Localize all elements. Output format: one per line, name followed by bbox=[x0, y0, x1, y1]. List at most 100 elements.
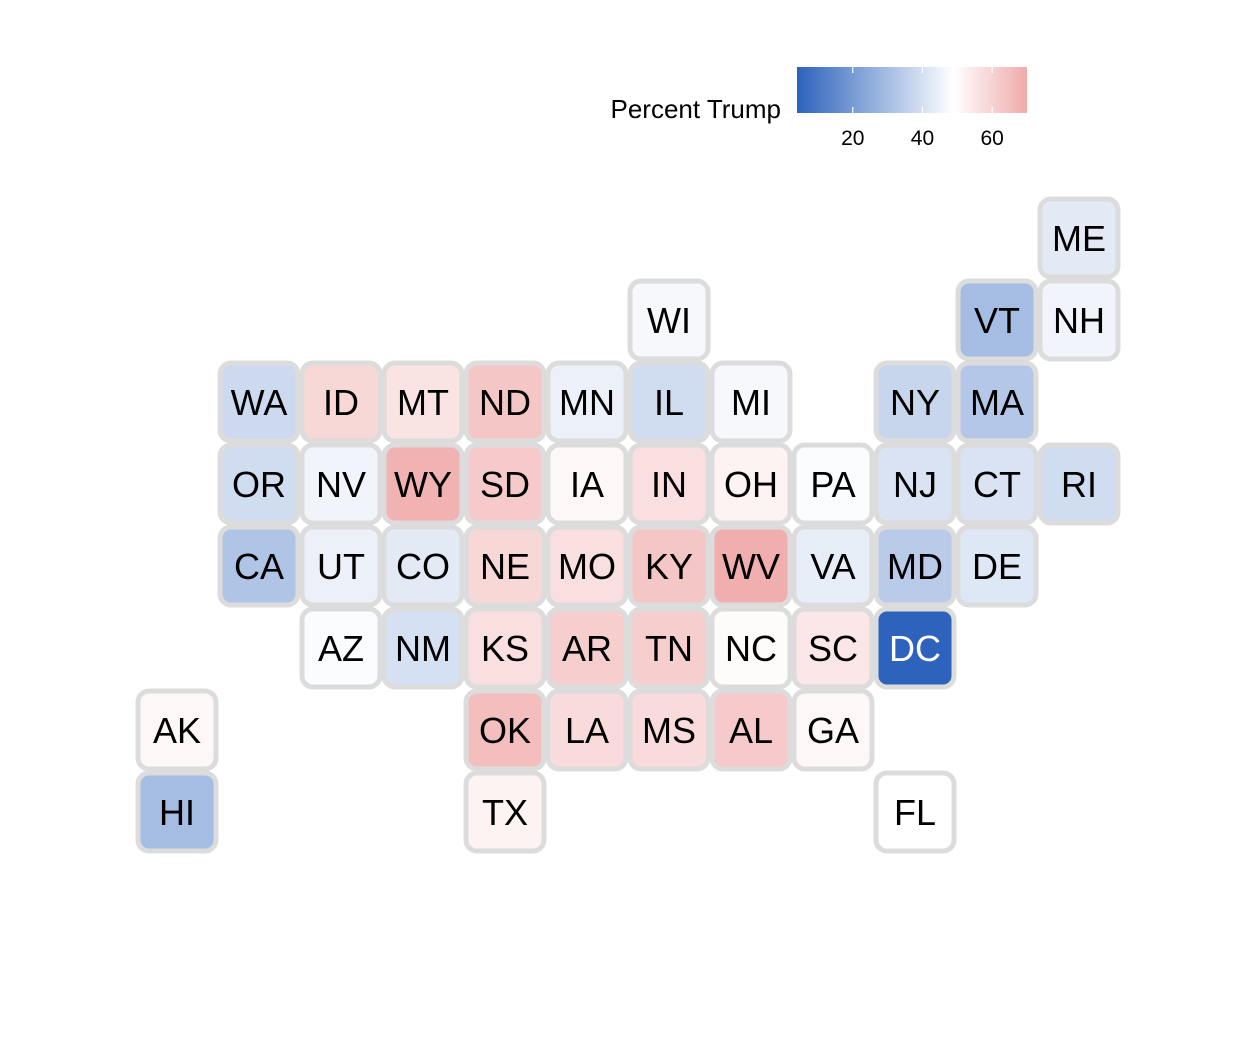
state-tile-vt: VT bbox=[955, 278, 1039, 362]
state-tile-sd: SD bbox=[463, 442, 547, 526]
state-tile-ia: IA bbox=[545, 442, 629, 526]
state-tile-ar: AR bbox=[545, 606, 629, 690]
state-tile-ri: RI bbox=[1037, 442, 1121, 526]
state-label: NM bbox=[395, 628, 451, 669]
state-tile-fill bbox=[299, 606, 383, 690]
state-tile-fill bbox=[545, 442, 629, 526]
legend-ticks: 20 40 60 bbox=[841, 67, 1004, 150]
state-label: OR bbox=[232, 464, 286, 505]
state-label: LA bbox=[565, 710, 609, 751]
state-label: NV bbox=[316, 464, 366, 505]
state-tile-in: IN bbox=[627, 442, 711, 526]
state-tile-ga: GA bbox=[791, 688, 875, 772]
state-label: AK bbox=[153, 710, 201, 751]
state-tile-fill bbox=[1037, 442, 1121, 526]
state-tile-fill bbox=[463, 770, 547, 854]
state-tile-ca: CA bbox=[217, 524, 301, 608]
state-tile-fill bbox=[873, 606, 957, 690]
legend-tick-label: 40 bbox=[911, 127, 934, 150]
state-label: MI bbox=[731, 382, 771, 423]
state-label: OH bbox=[724, 464, 778, 505]
state-tile-ct: CT bbox=[955, 442, 1039, 526]
state-tile-ak: AK bbox=[135, 688, 219, 772]
state-tile-or: OR bbox=[217, 442, 301, 526]
state-tiles: ME WI VT NH WA ID MT ND MN IL MI NY MA OR NV WY SD IA IN OH… bbox=[135, 196, 1121, 854]
state-tile-az: AZ bbox=[299, 606, 383, 690]
state-tile-mn: MN bbox=[545, 360, 629, 444]
state-label: TN bbox=[645, 628, 693, 669]
state-tile-oh: OH bbox=[709, 442, 793, 526]
legend-tick-label: 60 bbox=[980, 127, 1003, 150]
legend-title: Percent Trump bbox=[610, 94, 781, 124]
state-label: NE bbox=[480, 546, 530, 587]
state-label: IL bbox=[654, 382, 684, 423]
state-tile-fill bbox=[791, 442, 875, 526]
state-tile-fill bbox=[299, 442, 383, 526]
state-tile-ma: MA bbox=[955, 360, 1039, 444]
state-tile-ny: NY bbox=[873, 360, 957, 444]
state-tile-tn: TN bbox=[627, 606, 711, 690]
state-tile-fill bbox=[709, 688, 793, 772]
state-label: AL bbox=[729, 710, 773, 751]
state-tile-fill bbox=[873, 524, 957, 608]
state-tile-pa: PA bbox=[791, 442, 875, 526]
state-tile-fill bbox=[545, 606, 629, 690]
state-tile-mt: MT bbox=[381, 360, 465, 444]
state-tile-fill bbox=[463, 524, 547, 608]
state-label: FL bbox=[894, 792, 936, 833]
state-tile-fill bbox=[627, 278, 711, 362]
state-label: GA bbox=[807, 710, 859, 751]
state-tile-fill bbox=[463, 606, 547, 690]
state-tile-fill bbox=[135, 688, 219, 772]
state-label: DC bbox=[889, 628, 941, 669]
state-label: MA bbox=[970, 382, 1024, 423]
state-tile-fill bbox=[873, 770, 957, 854]
state-tile-dc: DC bbox=[873, 606, 957, 690]
state-tile-fill bbox=[955, 278, 1039, 362]
state-tile-fill bbox=[217, 442, 301, 526]
state-tile-de: DE bbox=[955, 524, 1039, 608]
state-tile-fill bbox=[381, 524, 465, 608]
state-tile-fill bbox=[545, 524, 629, 608]
state-tile-fill bbox=[299, 360, 383, 444]
state-tile-fill bbox=[955, 524, 1039, 608]
state-tile-wy: WY bbox=[381, 442, 465, 526]
state-label: OK bbox=[479, 710, 531, 751]
legend: Percent Trump 20 40 60 bbox=[610, 67, 1027, 150]
state-label: WA bbox=[231, 382, 288, 423]
state-label: KY bbox=[645, 546, 693, 587]
state-label: IN bbox=[651, 464, 687, 505]
state-tile-fl: FL bbox=[873, 770, 957, 854]
state-label: NH bbox=[1053, 300, 1105, 341]
state-tile-md: MD bbox=[873, 524, 957, 608]
state-tile-fill bbox=[299, 524, 383, 608]
state-tile-fill bbox=[709, 524, 793, 608]
state-tile-fill bbox=[955, 442, 1039, 526]
state-tile-fill bbox=[873, 442, 957, 526]
state-tile-ks: KS bbox=[463, 606, 547, 690]
state-label: DE bbox=[972, 546, 1022, 587]
state-label: ND bbox=[479, 382, 531, 423]
state-tile-fill bbox=[791, 524, 875, 608]
state-tile-mi: MI bbox=[709, 360, 793, 444]
state-label: RI bbox=[1061, 464, 1097, 505]
state-label: ID bbox=[323, 382, 359, 423]
state-label: KS bbox=[481, 628, 529, 669]
state-label: PA bbox=[810, 464, 855, 505]
state-tile-fill bbox=[627, 606, 711, 690]
state-label: NC bbox=[725, 628, 777, 669]
state-tile-mo: MO bbox=[545, 524, 629, 608]
state-tile-fill bbox=[627, 442, 711, 526]
state-label: WY bbox=[394, 464, 452, 505]
state-tile-al: AL bbox=[709, 688, 793, 772]
state-tile-fill bbox=[627, 360, 711, 444]
state-label: AR bbox=[562, 628, 612, 669]
state-tile-fill bbox=[381, 606, 465, 690]
state-tile-ut: UT bbox=[299, 524, 383, 608]
state-label: CO bbox=[396, 546, 450, 587]
state-tile-ne: NE bbox=[463, 524, 547, 608]
state-tile-fill bbox=[791, 606, 875, 690]
state-label: VA bbox=[810, 546, 855, 587]
state-tile-fill bbox=[463, 360, 547, 444]
